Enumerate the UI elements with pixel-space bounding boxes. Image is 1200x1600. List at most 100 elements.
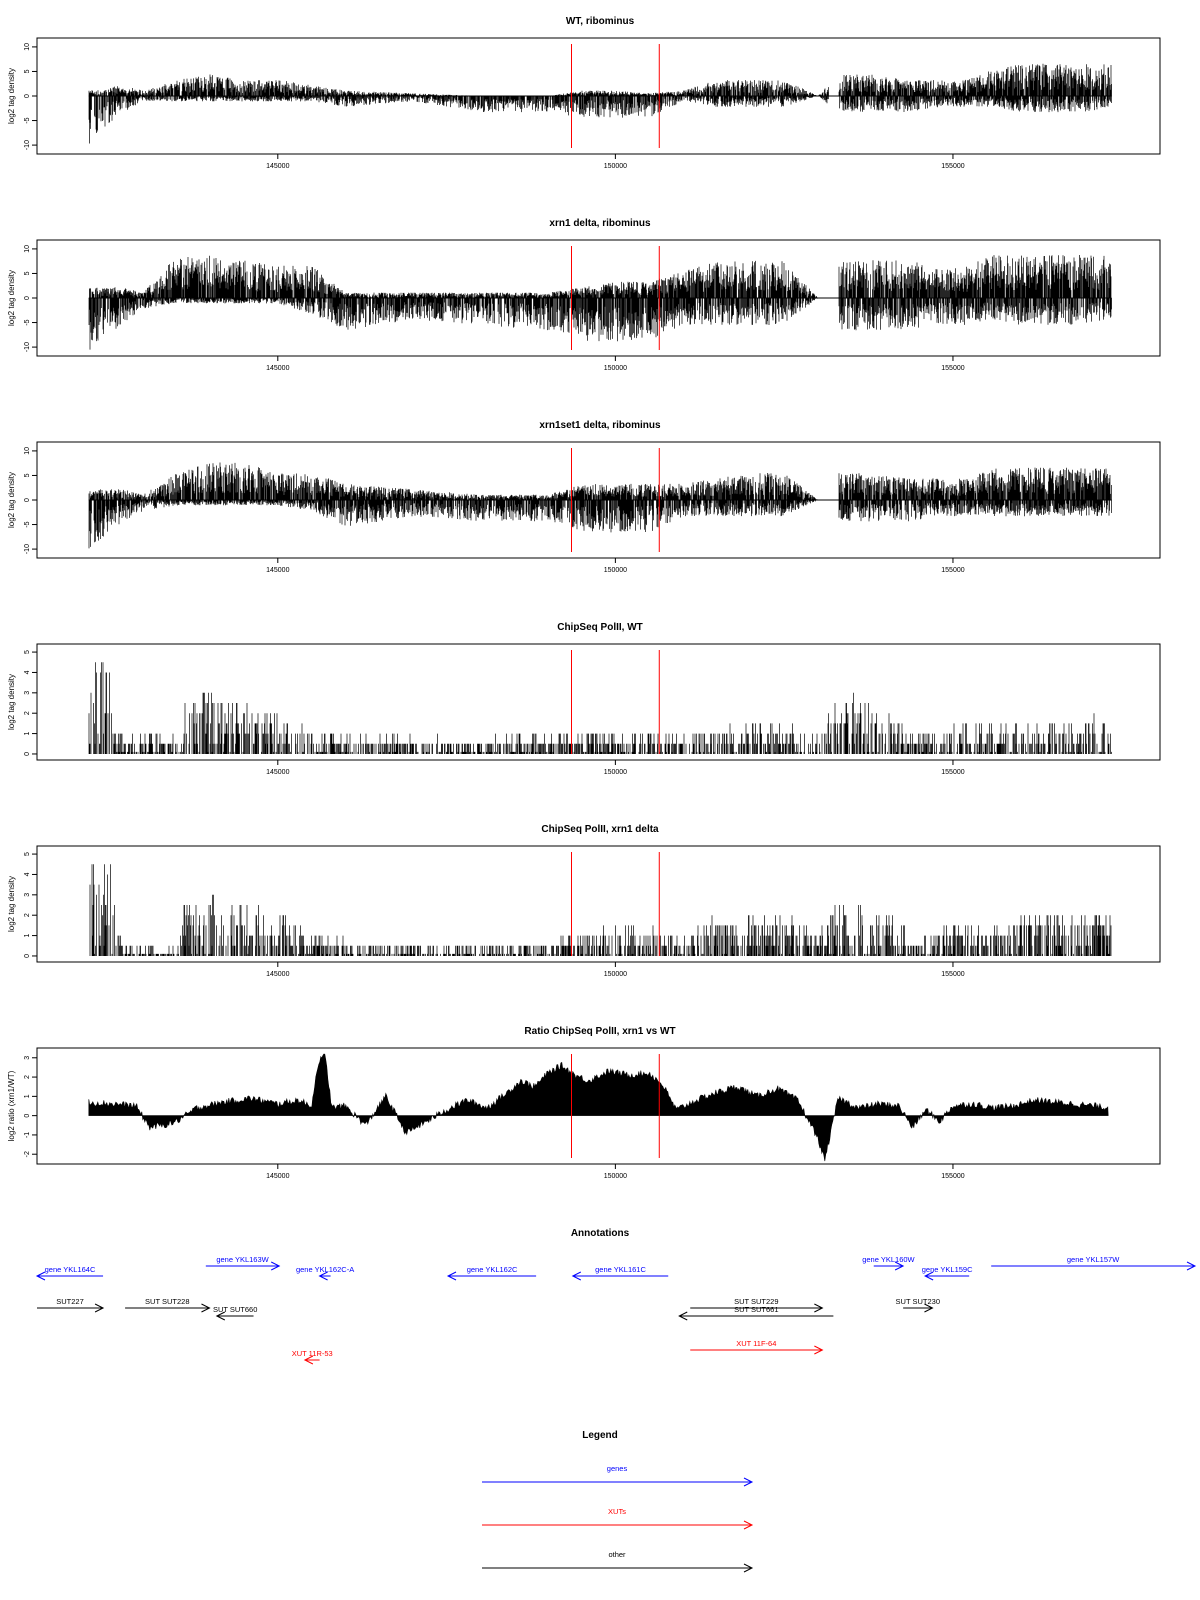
chart-panel-3: xrn1set1 delta, ribominus log2 tag densit… (7, 420, 1161, 574)
legend-item: other (482, 1550, 754, 1573)
data-series (88, 662, 1112, 754)
annotation-label: gene YKL159C (922, 1265, 973, 1274)
annotation-feature: SUT SUT661 (678, 1305, 834, 1321)
arrow-head (924, 1271, 934, 1281)
annotation-label: gene YKL164C (45, 1265, 96, 1274)
annotation-label: SUT227 (56, 1297, 84, 1306)
annotation-feature: SUT227 (37, 1297, 105, 1313)
x-tick-label: 150000 (604, 769, 627, 776)
annotation-feature: SUT SUT229 (690, 1297, 824, 1313)
x-tick-label: 150000 (604, 567, 627, 574)
annotation-feature: gene YKL157W (991, 1255, 1197, 1271)
annotation-label: gene YKL157W (1067, 1255, 1120, 1264)
x-tick-label: 145000 (266, 365, 289, 372)
arrow-head (924, 1303, 934, 1313)
annotation-feature: SUT SUT228 (125, 1297, 211, 1313)
annotation-label: SUT SUT660 (213, 1305, 257, 1314)
data-series (88, 1053, 1109, 1162)
annotation-label: gene YKL161C (595, 1265, 646, 1274)
y-tick-label: 0 (24, 498, 31, 502)
y-tick-label: -10 (24, 140, 31, 150)
x-tick-label: 155000 (941, 769, 964, 776)
y-tick-label: 10 (24, 447, 31, 455)
y-tick-label: 0 (24, 1114, 31, 1118)
annotation-feature: XUT 11F-64 (690, 1339, 824, 1355)
y-tick-label: 0 (24, 94, 31, 98)
annotation-label: gene YKL160W (862, 1255, 915, 1264)
chart-panel-5: ChipSeq PolII, xrn1 delta log2 tag densit… (7, 824, 1161, 978)
arrow-head (814, 1303, 824, 1313)
x-tick-label: 145000 (266, 163, 289, 170)
legend-item: XUTs (482, 1507, 754, 1530)
annotation-label: SUT SUT661 (734, 1305, 778, 1314)
x-tick-label: 150000 (604, 365, 627, 372)
data-series (88, 255, 1112, 350)
y-axis-label: log2 ratio (xrn1/WT) (7, 1070, 16, 1141)
arrow-head (678, 1311, 688, 1321)
density-bars (88, 63, 1112, 144)
y-tick-label: 2 (24, 913, 31, 917)
x-tick-label: 145000 (266, 971, 289, 978)
density-bars (88, 662, 1112, 754)
y-tick-label: 5 (24, 271, 31, 275)
y-tick-label: 5 (24, 650, 31, 654)
arrow-head (35, 1271, 46, 1281)
ratio-area (88, 1053, 1109, 1162)
chart-panel-6: Ratio ChipSeq PolII, xrn1 vs WT log2 rati… (7, 1026, 1161, 1180)
arrow-head (94, 1303, 105, 1313)
annotation-feature: gene YKL162C (446, 1265, 537, 1281)
annotation-feature: gene YKL161C (571, 1265, 669, 1281)
chart-panel-4: ChipSeq PolII, WT log2 tag density 0 1 2 3 4 5 1… (7, 622, 1161, 776)
y-tick-label: 4 (24, 670, 31, 674)
annotations-panel: Annotations gene YKL164C gene YKL163W gene … (35, 1228, 1197, 1365)
data-series (88, 462, 1112, 549)
chart-title: xrn1set1 delta, ribominus (539, 420, 661, 431)
y-tick-label: 2 (24, 1075, 31, 1079)
chart-panel-1: WT, ribominus log2 tag density -10 -5 0 5 10 14… (7, 16, 1161, 170)
y-tick-label: 0 (24, 954, 31, 958)
arrow-head (894, 1261, 905, 1271)
arrow-head (743, 1563, 754, 1573)
annotation-feature: SUT SUT230 (896, 1297, 940, 1313)
x-tick-label: 145000 (266, 567, 289, 574)
plot-frame (36, 643, 1161, 761)
legend-label: genes (607, 1464, 628, 1473)
y-tick-label: -5 (24, 117, 31, 123)
y-axis-label: log2 tag density (7, 674, 16, 730)
arrow-head (743, 1520, 754, 1530)
density-bars (88, 462, 1112, 549)
arrow-head (571, 1271, 582, 1281)
y-tick-label: -5 (24, 319, 31, 325)
y-tick-label: 4 (24, 872, 31, 876)
legend-item: genes (482, 1464, 754, 1487)
plot-frame (36, 1047, 1161, 1165)
annotation-label: SUT SUT229 (734, 1297, 778, 1306)
x-tick-label: 155000 (941, 163, 964, 170)
y-tick-label: 1 (24, 732, 31, 736)
y-tick-label: 5 (24, 473, 31, 477)
y-tick-label: 2 (24, 711, 31, 715)
annotation-feature: gene YKL163W (205, 1255, 281, 1271)
arrow-head (1186, 1261, 1197, 1271)
arrow-head (743, 1477, 754, 1487)
y-axis-label: log2 tag density (7, 876, 16, 932)
y-axis-label: log2 tag density (7, 68, 16, 124)
data-series (88, 63, 1112, 144)
x-tick-label: 145000 (266, 769, 289, 776)
y-tick-label: -5 (24, 521, 31, 527)
arrow-head (446, 1271, 457, 1281)
annotation-label: XUT 11F-64 (736, 1339, 776, 1348)
x-tick-label: 155000 (941, 365, 964, 372)
y-tick-label: 5 (24, 69, 31, 73)
data-series (89, 864, 1112, 956)
y-tick-label: 1 (24, 934, 31, 938)
y-tick-label: 5 (24, 852, 31, 856)
arrow-head (270, 1261, 281, 1271)
annotations-title: Annotations (571, 1228, 630, 1239)
chart-title: ChipSeq PolII, xrn1 delta (541, 824, 659, 835)
annotation-feature: gene YKL159C (922, 1265, 973, 1281)
chart-title: ChipSeq PolII, WT (557, 622, 643, 633)
annotation-feature: gene YKL160W (862, 1255, 916, 1271)
density-bars (88, 255, 1112, 350)
